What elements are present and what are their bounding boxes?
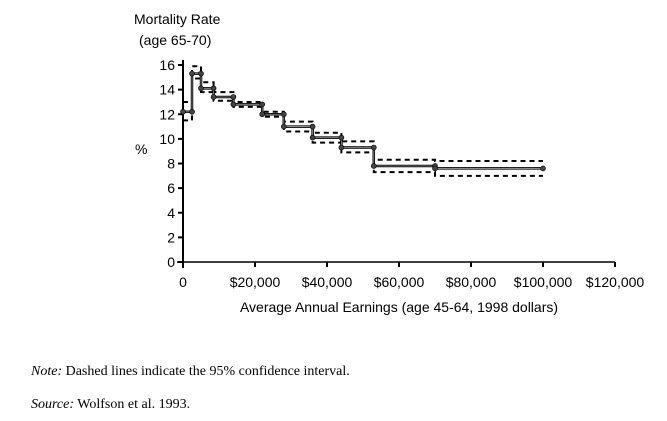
data-point bbox=[338, 144, 345, 151]
y-tick-label: 8 bbox=[167, 156, 175, 172]
chart-title-line-2: (age 65-70) bbox=[139, 32, 211, 48]
data-point bbox=[432, 165, 438, 172]
data-point bbox=[280, 111, 287, 118]
data-point bbox=[180, 108, 186, 115]
x-tick-label: $120,000 bbox=[586, 274, 645, 290]
y-tick-label: 2 bbox=[167, 229, 175, 245]
y-tick-label: 0 bbox=[167, 254, 175, 270]
data-point bbox=[280, 123, 287, 130]
source-label: Source: bbox=[31, 397, 75, 412]
data-point bbox=[198, 85, 204, 92]
data-point bbox=[259, 101, 266, 108]
data-point bbox=[189, 108, 195, 115]
x-tick-label: $80,000 bbox=[446, 274, 497, 290]
data-point bbox=[210, 85, 217, 92]
x-tick-label: $20,000 bbox=[230, 274, 281, 290]
y-tick-label: 4 bbox=[167, 205, 175, 221]
source-text: Wolfson et al. 1993. bbox=[74, 397, 191, 412]
x-axis-label: Average Annual Earnings (age 45-64, 1998… bbox=[240, 299, 558, 315]
axes: 0 2 4 6 8 10 12 14 16 0 $20,000 $40,000 $60,000 $80,0… bbox=[159, 57, 644, 290]
y-tick-label: 10 bbox=[159, 131, 175, 147]
chart-note: Note: Dashed lines indicate the 95% conf… bbox=[31, 364, 350, 380]
data-point bbox=[259, 111, 266, 118]
x-tick-label: $100,000 bbox=[514, 274, 573, 290]
note-text: Dashed lines indicate the 95% confidence… bbox=[62, 364, 350, 379]
y-tick-label: 12 bbox=[159, 106, 175, 122]
chart-title-line-1: Mortality Rate bbox=[134, 11, 221, 27]
mortality-line-highlight bbox=[183, 73, 543, 169]
data-point bbox=[309, 123, 316, 130]
mortality-line bbox=[183, 72, 543, 170]
y-tick-label: 6 bbox=[167, 180, 175, 196]
data-point bbox=[540, 165, 546, 172]
data-point bbox=[370, 144, 377, 151]
mortality-series bbox=[180, 70, 546, 172]
data-point bbox=[370, 163, 377, 169]
data-point bbox=[210, 94, 217, 100]
chart-source: Source: Wolfson et al. 1993. bbox=[31, 397, 190, 413]
y-tick-label: 16 bbox=[159, 57, 175, 73]
data-point bbox=[189, 70, 195, 77]
data-point bbox=[338, 134, 345, 141]
data-point bbox=[230, 101, 237, 108]
y-axis-label: % bbox=[135, 141, 147, 157]
x-tick-label: 0 bbox=[179, 274, 187, 290]
data-point bbox=[230, 94, 237, 100]
x-tick-label: $60,000 bbox=[374, 274, 425, 290]
data-point bbox=[309, 134, 316, 141]
data-point bbox=[198, 70, 204, 77]
note-label: Note: bbox=[31, 364, 63, 379]
y-tick-label: 14 bbox=[159, 82, 175, 98]
x-tick-label: $40,000 bbox=[302, 274, 353, 290]
mortality-chart: Mortality Rate (age 65-70) % 0 2 4 6 8 10 12 14… bbox=[134, 11, 644, 315]
chart-title: Mortality Rate (age 65-70) bbox=[134, 11, 221, 48]
